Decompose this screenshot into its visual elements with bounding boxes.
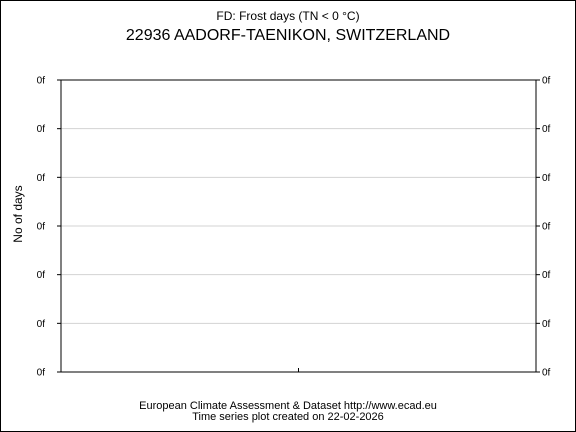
y-tick-label-left: 0f bbox=[37, 319, 46, 330]
chart-title: 22936 AADORF-TAENIKON, SWITZERLAND bbox=[125, 27, 451, 44]
y-tick-label-left: 0f bbox=[37, 173, 46, 184]
y-tick-label-right: 0f bbox=[542, 124, 551, 135]
y-tick-label-right: 0f bbox=[542, 319, 551, 330]
y-tick-label-left: 0f bbox=[37, 76, 46, 87]
y-tick-label-left: 0f bbox=[37, 124, 46, 135]
y-tick-label-left: 0f bbox=[37, 270, 46, 281]
y-tick-label-right: 0f bbox=[542, 368, 551, 379]
y-tick-label-right: 0f bbox=[542, 76, 551, 87]
footer-source: European Climate Assessment & Dataset ht… bbox=[139, 400, 437, 412]
plot-border bbox=[60, 79, 537, 373]
y-tick-label-right: 0f bbox=[542, 222, 551, 233]
y-tick-label-right: 0f bbox=[542, 173, 551, 184]
y-tick-label-right: 0f bbox=[542, 270, 551, 281]
y-tick-label-left: 0f bbox=[37, 368, 46, 379]
footer-created: Time series plot created on 22-02-2026 bbox=[192, 411, 384, 423]
y-tick-label-left: 0f bbox=[37, 222, 46, 233]
chart-subtitle: FD: Frost days (TN < 0 °C) bbox=[216, 9, 360, 23]
